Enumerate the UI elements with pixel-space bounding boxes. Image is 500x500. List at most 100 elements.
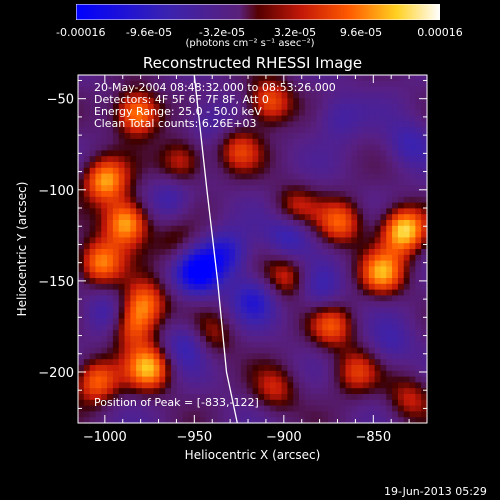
heatmap-cell (83, 405, 91, 412)
heatmap-cell (357, 220, 364, 227)
heatmap-cell (252, 237, 259, 244)
heatmap-cell (258, 86, 265, 93)
heatmap-cell (351, 341, 358, 349)
heatmap-cell (275, 179, 283, 186)
heatmap-cell (246, 220, 254, 227)
heatmap-cell (235, 121, 242, 128)
heatmap-cell (153, 225, 161, 233)
heatmap-cell (136, 254, 143, 262)
heatmap-cell (182, 388, 190, 395)
heatmap-cell (293, 376, 300, 383)
heatmap-cell (165, 133, 172, 140)
heatmap-cell (124, 399, 131, 407)
heatmap-cell (194, 353, 201, 360)
heatmap-cell (351, 272, 358, 279)
heatmap-cell (287, 312, 294, 320)
heatmap-cell (217, 353, 225, 360)
heatmap-cell (345, 254, 352, 262)
heatmap-cell (83, 243, 91, 250)
heatmap-cell (136, 370, 143, 378)
heatmap-cell (310, 254, 318, 262)
heatmap-cell (368, 307, 376, 314)
heatmap-cell (188, 266, 195, 273)
heatmap-cell (205, 121, 213, 128)
heatmap-cell (211, 196, 219, 204)
heatmap-cell (112, 278, 120, 285)
heatmap-cell (176, 260, 184, 267)
heatmap-cell (316, 405, 323, 412)
heatmap-cell (258, 127, 265, 134)
heatmap-cell (258, 173, 265, 180)
info-annotation: 20-May-2004 08:48:32.000 to 08:53:26.000 (94, 81, 336, 94)
heatmap-cell (281, 75, 288, 82)
heatmap-cell (281, 231, 288, 238)
heatmap-cell (322, 115, 329, 122)
heatmap-cell (141, 272, 149, 279)
heatmap-cell (182, 220, 190, 227)
heatmap-cell (124, 138, 131, 146)
heatmap-cell (194, 312, 201, 320)
heatmap-cell (235, 133, 242, 140)
heatmap-cell (269, 382, 277, 389)
heatmap-cell (112, 150, 120, 157)
heatmap-cell (153, 417, 161, 424)
heatmap-cell (205, 185, 213, 192)
heatmap-cell (421, 214, 428, 221)
heatmap-cell (368, 167, 376, 175)
heatmap-cell (281, 394, 288, 401)
heatmap-cell (415, 237, 422, 244)
heatmap-cell (368, 382, 376, 389)
heatmap-cell (304, 173, 312, 180)
heatmap-cell (357, 173, 364, 180)
heatmap-cell (78, 388, 85, 395)
heatmap-cell (124, 92, 131, 99)
heatmap-cell (397, 382, 405, 389)
heatmap-cell (293, 307, 300, 314)
heatmap-cell (229, 162, 236, 169)
heatmap-cell (380, 353, 387, 360)
heatmap-cell (397, 167, 405, 175)
heatmap-cell (333, 109, 341, 117)
heatmap-cell (229, 196, 236, 204)
heatmap-cell (351, 289, 358, 296)
heatmap-cell (328, 359, 335, 366)
heatmap-cell (217, 86, 225, 93)
heatmap-cell (374, 191, 382, 198)
heatmap-cell (299, 225, 306, 233)
heatmap-cell (130, 394, 137, 401)
heatmap-cell (246, 185, 254, 192)
heatmap-cell (124, 167, 131, 175)
heatmap-cell (112, 127, 120, 134)
heatmap-cell (159, 156, 166, 163)
heatmap-cell (246, 92, 254, 99)
heatmap-cell (351, 254, 358, 262)
heatmap-cell (293, 353, 300, 360)
heatmap-cell (374, 399, 382, 407)
heatmap-cell (153, 295, 161, 302)
heatmap-cell (229, 330, 236, 337)
heatmap-cell (89, 405, 97, 412)
heatmap-cell (415, 272, 422, 279)
heatmap-cell (205, 260, 213, 267)
heatmap-cell (421, 388, 428, 395)
heatmap-cell (141, 214, 149, 221)
heatmap-cell (246, 312, 254, 320)
heatmap-cell (118, 75, 126, 82)
heatmap-cell (171, 86, 178, 93)
heatmap-cell (293, 341, 300, 349)
heatmap-cell (211, 86, 219, 93)
heatmap-cell (83, 173, 91, 180)
heatmap-cell (147, 86, 155, 93)
heatmap-cell (258, 359, 265, 366)
heatmap-cell (339, 249, 347, 256)
heatmap-cell (95, 249, 102, 256)
heatmap-cell (374, 330, 382, 337)
heatmap-cell (310, 167, 318, 175)
heatmap-cell (165, 167, 172, 175)
heatmap-cell (409, 92, 416, 99)
heatmap-cell (299, 376, 306, 383)
heatmap-cell (235, 115, 242, 122)
heatmap-cell (275, 127, 283, 134)
heatmap-cell (281, 417, 288, 424)
heatmap-cell (141, 220, 149, 227)
